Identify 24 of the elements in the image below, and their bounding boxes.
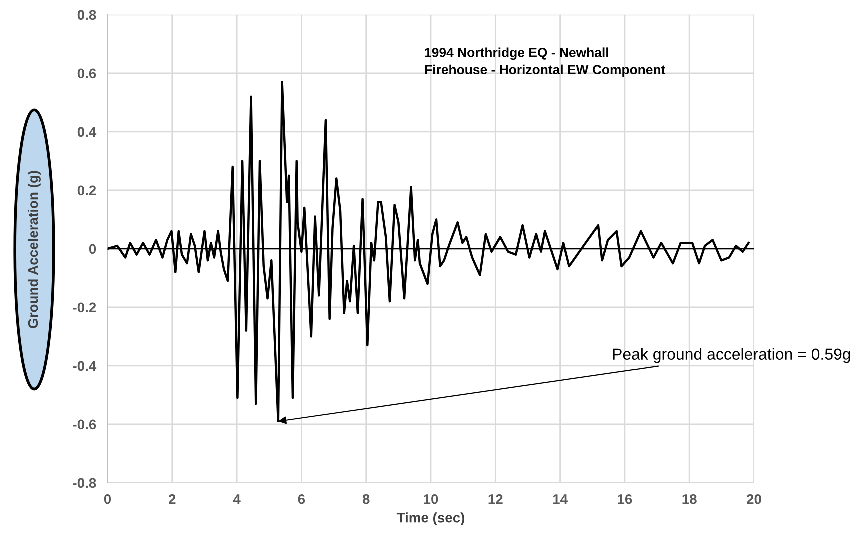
y-axis-title: Ground Acceleration (g) [28, 171, 41, 328]
text: 1994 Northridge EQ - Newhall Firehouse - Horizontal EW Component [425, 48, 666, 78]
x-tick-label: 12 [488, 494, 503, 504]
y-tick-label: 0.2 [78, 186, 96, 196]
x-tick-label: 10 [424, 494, 438, 504]
x-axis-title: Time (sec) [396, 512, 465, 526]
x-tick-label: 0 [104, 494, 112, 504]
x-tick-label: 8 [362, 494, 370, 504]
y-tick-label: -0.6 [73, 420, 96, 430]
x-tick-label: 16 [618, 494, 632, 504]
x-tick-label: 20 [747, 494, 762, 504]
x-tick-label: 14 [553, 494, 568, 504]
y-tick-label: -0.8 [73, 478, 96, 488]
y-tick-label: 0 [89, 244, 96, 254]
y-tick-label: 0.8 [78, 10, 96, 20]
y-tick-label: 0.6 [78, 68, 96, 79]
x-tick-label: 2 [169, 494, 176, 504]
x-tick-label: 4 [233, 494, 241, 504]
annotation: Peak ground acceleration = 0.59g [613, 348, 850, 364]
y-tick-label: -0.2 [73, 302, 96, 313]
x-tick-label: 18 [682, 494, 697, 504]
y-tick-label: -0.4 [73, 361, 97, 372]
x-tick-label: 6 [298, 494, 306, 504]
y-tick-label: 0.4 [78, 127, 97, 138]
